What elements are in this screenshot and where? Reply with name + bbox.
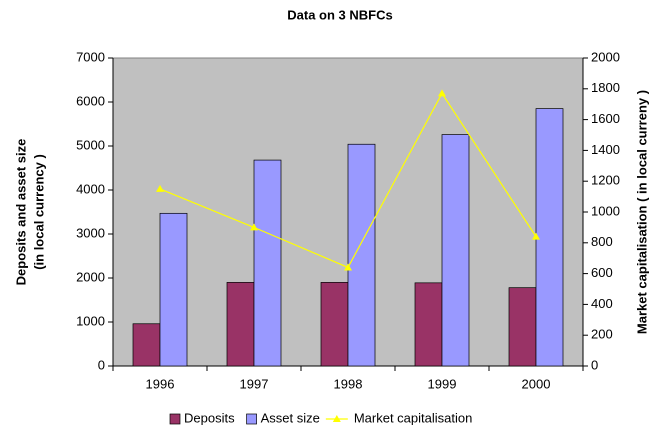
y-tick-label: 1000	[76, 313, 105, 328]
y2-tick-label: 1400	[591, 142, 620, 157]
y-tick-label: 3000	[76, 225, 105, 240]
bar	[508, 287, 537, 367]
x-tick-label: 1997	[240, 376, 269, 391]
y-tick-label: 5000	[76, 137, 105, 152]
y2-tick-label: 200	[591, 327, 613, 342]
y-tick-label: 0	[98, 357, 105, 372]
x-tick-label: 2000	[522, 376, 551, 391]
x-tick-label: 1998	[334, 376, 363, 391]
y-tick-label: 2000	[76, 269, 105, 284]
x-tick-label: 1999	[428, 376, 457, 391]
y2-axis-title: Market capitalisation ( in local curreny…	[634, 90, 649, 334]
bar	[347, 143, 376, 367]
y2-tick-label: 600	[591, 265, 613, 280]
y2-tick-label: 800	[591, 234, 613, 249]
y2-tick-label: 1800	[591, 80, 620, 95]
line-marker	[344, 263, 352, 271]
line-marker	[438, 89, 446, 97]
bar	[253, 159, 282, 367]
legend-label: Market capitalisation	[354, 410, 473, 425]
y2-tick-label: 1200	[591, 173, 620, 188]
bar	[132, 323, 161, 367]
line-marker	[250, 223, 258, 231]
y2-tick-label: 1600	[591, 111, 620, 126]
line-marker	[532, 232, 540, 240]
legend-swatch	[246, 413, 257, 425]
y2-tick-label: 0	[591, 357, 598, 372]
y2-tick-label: 1000	[591, 203, 620, 218]
y-tick-label: 4000	[76, 181, 105, 196]
legend-label: Asset size	[261, 410, 320, 425]
bar	[320, 282, 349, 367]
legend-label: Deposits	[184, 410, 235, 425]
legend-swatch	[332, 415, 341, 422]
x-tick-label: 1996	[146, 376, 175, 391]
y-tick-label: 7000	[76, 49, 105, 64]
y-axis-title: Deposits and asset size	[13, 139, 28, 286]
bar	[226, 282, 255, 367]
y-tick-label: 6000	[76, 93, 105, 108]
bar	[159, 212, 188, 367]
y2-tick-label: 2000	[591, 49, 620, 64]
y-axis-title: (in local currency )	[31, 154, 46, 270]
legend-swatch	[169, 413, 181, 425]
bar	[414, 282, 443, 367]
chart-title: Data on 3 NBFCs	[287, 7, 392, 22]
y2-tick-label: 400	[591, 296, 613, 311]
bar	[441, 134, 470, 367]
bar	[535, 108, 564, 367]
line-marker	[156, 184, 164, 192]
